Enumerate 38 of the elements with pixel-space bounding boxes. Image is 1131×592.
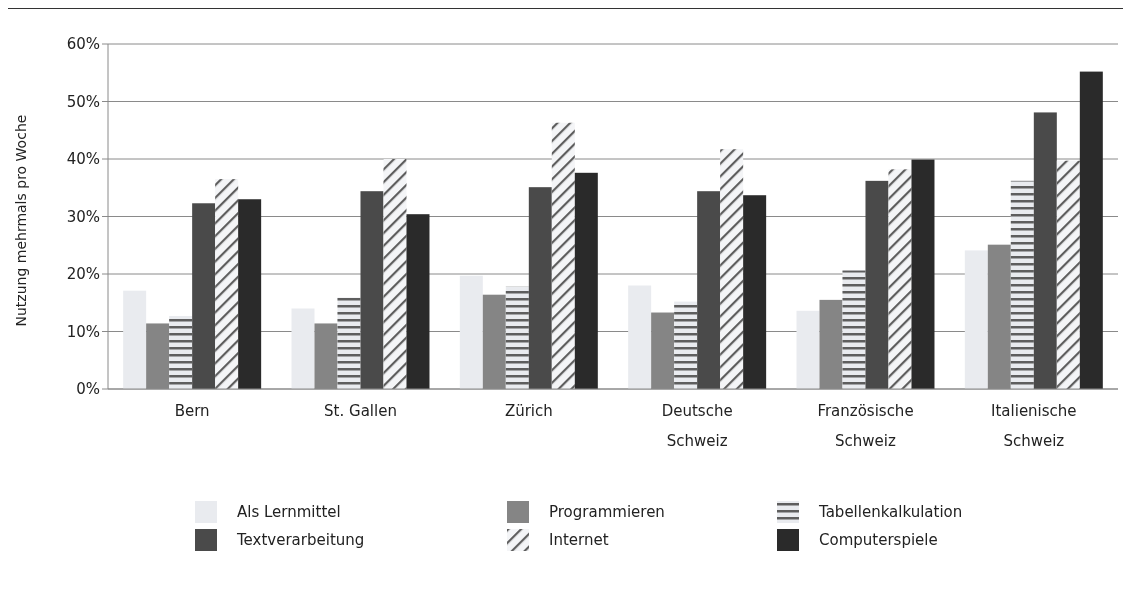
bar	[628, 285, 652, 389]
y-tick-label: 60%	[66, 35, 100, 54]
bar	[1033, 112, 1057, 389]
bar	[123, 290, 147, 389]
bar	[238, 199, 262, 389]
y-tick-label: 20%	[66, 265, 100, 284]
legend-label: Internet	[549, 531, 609, 549]
x-tick-label: Französische Schweiz	[817, 401, 914, 450]
x-tick-label: Italienische Schweiz	[991, 401, 1077, 450]
bar	[697, 191, 721, 389]
x-tick-label: St. Gallen	[324, 401, 397, 420]
legend-label: Programmieren	[549, 503, 665, 521]
bar	[459, 275, 483, 389]
bar	[192, 203, 216, 389]
bar	[865, 180, 889, 389]
y-tick-label: 10%	[66, 322, 100, 341]
y-tick-label: 30%	[66, 207, 100, 226]
bar	[291, 308, 315, 389]
y-tick-label: 40%	[66, 150, 100, 169]
x-tick-label: Bern	[174, 401, 210, 420]
x-tick-label: Deutsche Schweiz	[661, 401, 733, 450]
bar	[574, 172, 598, 389]
bar	[528, 187, 552, 389]
bar	[911, 159, 935, 389]
legend-label: Textverarbeitung	[237, 531, 365, 549]
legend-label: Computerspiele	[819, 531, 938, 549]
legend-label: Tabellenkalkulation	[819, 503, 963, 521]
y-tick-label: 0%	[76, 380, 100, 399]
bar	[360, 191, 384, 389]
bar	[1079, 71, 1103, 389]
bar	[796, 310, 820, 389]
x-tick-label: Zürich	[504, 401, 553, 420]
y-tick-label: 50%	[66, 92, 100, 111]
bar	[964, 250, 988, 389]
bar	[743, 195, 767, 389]
legend-label: Als Lernmittel	[237, 503, 341, 521]
bar	[406, 214, 430, 389]
y-axis-title: Nutzung mehrmals pro Woche	[12, 114, 29, 327]
